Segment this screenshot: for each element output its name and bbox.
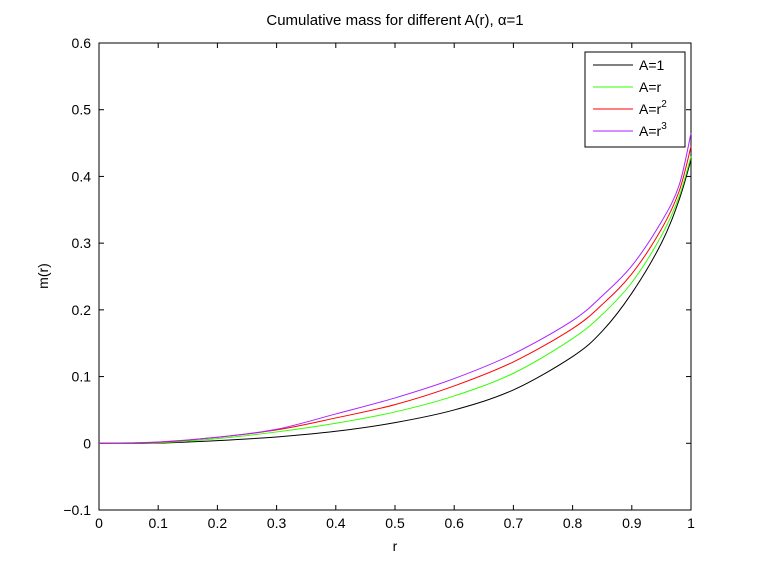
y-tick-label: 0.3 (72, 235, 92, 251)
legend-label: A=r2 (639, 99, 667, 117)
x-tick-label: 0 (95, 515, 103, 531)
y-tick-label: 0.2 (72, 302, 92, 318)
legend-label: A=1 (639, 57, 665, 73)
legend-label-exponent: 2 (661, 99, 667, 110)
y-tick-label: 0.6 (72, 35, 92, 51)
y-tick-label: 0 (83, 435, 91, 451)
x-tick-label: 0.7 (504, 515, 524, 531)
x-tick-label: 0.8 (563, 515, 583, 531)
x-tick-label: 0.3 (267, 515, 287, 531)
series-lines (98, 132, 692, 444)
axis-ticks (98, 42, 692, 511)
y-axis-label: m(r) (35, 263, 51, 289)
legend-label-base: A=r (639, 123, 662, 139)
legend-label-base: A=r (639, 101, 662, 117)
x-tick-label: 0.4 (326, 515, 346, 531)
series-line-a-r-3 (98, 132, 692, 444)
legend-label-base: A=1 (639, 57, 665, 73)
x-tick-label: 1 (687, 515, 695, 531)
y-tick-label: −0.1 (63, 502, 91, 518)
x-tick-label: 0.1 (148, 515, 168, 531)
series-line-a-r (98, 156, 692, 444)
y-tick-label: 0.4 (72, 168, 92, 184)
chart-title: Cumulative mass for different A(r), α=1 (266, 12, 523, 29)
legend-label: A=r3 (639, 121, 667, 139)
x-tick-label: 0.9 (622, 515, 642, 531)
legend: A=1A=rA=r2A=r3 (584, 51, 686, 148)
legend-box (584, 51, 686, 148)
legend-label-base: A=r (639, 79, 662, 95)
y-tick-label: 0.5 (72, 102, 92, 118)
legend-label: A=r (639, 79, 662, 95)
tick-labels: 0 0.1 0.2 0.3 0.4 0.5 0.6 0.7 0.8 0.9 1−0.100.10.2… (63, 35, 695, 531)
x-axis-label: r (393, 538, 398, 554)
x-tick-label: 0.5 (385, 515, 405, 531)
legend-label-exponent: 3 (661, 121, 667, 132)
y-tick-label: 0.1 (72, 369, 92, 385)
series-line-a-1 (98, 159, 692, 444)
x-tick-label: 0.2 (208, 515, 228, 531)
x-tick-label: 0.6 (444, 515, 464, 531)
